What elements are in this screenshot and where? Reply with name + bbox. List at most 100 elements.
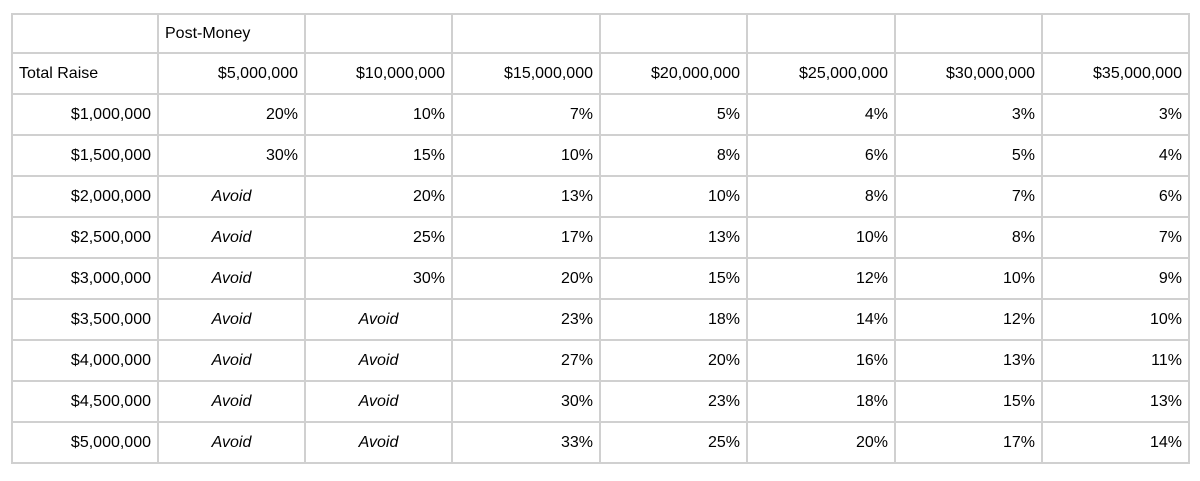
column-header-10m: $10,000,000 [304, 52, 453, 95]
table-cell: 23% [451, 298, 601, 341]
table-cell: 30% [304, 257, 453, 300]
table-cell: 14% [1041, 421, 1190, 464]
table-cell: 7% [451, 93, 601, 136]
empty-cell [1041, 13, 1190, 54]
table-cell: 12% [746, 257, 896, 300]
empty-cell [746, 13, 896, 54]
table-cell: 17% [451, 216, 601, 259]
table-cell: 8% [599, 134, 748, 177]
table-cell: 15% [304, 134, 453, 177]
row-label: $5,000,000 [11, 421, 159, 464]
table-cell: 33% [451, 421, 601, 464]
table-row: $3,500,000 Avoid Avoid 23% 18% 14% 12% 1… [11, 298, 1190, 341]
table-cell: 15% [894, 380, 1043, 423]
column-header-35m: $35,000,000 [1041, 52, 1190, 95]
table-row: $1,500,000 30% 15% 10% 8% 6% 5% 4% [11, 134, 1190, 177]
table-cell: 3% [1041, 93, 1190, 136]
row-label: $2,000,000 [11, 175, 159, 218]
empty-cell [451, 13, 601, 54]
table-cell: 10% [451, 134, 601, 177]
group-header-post-money: Post-Money [157, 13, 306, 54]
table-cell: 20% [451, 257, 601, 300]
table-cell: 12% [894, 298, 1043, 341]
post-money-dilution-grid: Post-Money Total Raise $5,000,000 $10,00… [11, 13, 1190, 464]
table-cell: 16% [746, 339, 896, 382]
table-row: $2,500,000 Avoid 25% 17% 13% 10% 8% 7% [11, 216, 1190, 259]
table-cell: 10% [746, 216, 896, 259]
table-cell: 30% [451, 380, 601, 423]
row-label: $3,500,000 [11, 298, 159, 341]
group-header-row: Post-Money [11, 13, 1190, 54]
table-cell: 13% [894, 339, 1043, 382]
table-row: $2,000,000 Avoid 20% 13% 10% 8% 7% 6% [11, 175, 1190, 218]
column-header-15m: $15,000,000 [451, 52, 601, 95]
table-cell: 13% [1041, 380, 1190, 423]
table-row: $3,000,000 Avoid 30% 20% 15% 12% 10% 9% [11, 257, 1190, 300]
table-cell: 5% [599, 93, 748, 136]
empty-cell [894, 13, 1043, 54]
table-cell: 18% [746, 380, 896, 423]
table-cell-avoid: Avoid [304, 380, 453, 423]
table-cell-avoid: Avoid [157, 175, 306, 218]
table-cell: 14% [746, 298, 896, 341]
row-label: $1,500,000 [11, 134, 159, 177]
table-cell: 17% [894, 421, 1043, 464]
empty-cell [304, 13, 453, 54]
table-cell: 9% [1041, 257, 1190, 300]
table-cell: 23% [599, 380, 748, 423]
row-label: $4,000,000 [11, 339, 159, 382]
table-cell-avoid: Avoid [157, 421, 306, 464]
row-label: $1,000,000 [11, 93, 159, 136]
table-cell: 13% [599, 216, 748, 259]
table-cell: 5% [894, 134, 1043, 177]
table-cell: 11% [1041, 339, 1190, 382]
table-cell: 10% [894, 257, 1043, 300]
table-cell: 13% [451, 175, 601, 218]
table-cell-avoid: Avoid [157, 298, 306, 341]
table-cell: 18% [599, 298, 748, 341]
table-cell-avoid: Avoid [304, 298, 453, 341]
table-cell: 20% [304, 175, 453, 218]
column-header-20m: $20,000,000 [599, 52, 748, 95]
row-label: $4,500,000 [11, 380, 159, 423]
table-cell: 15% [599, 257, 748, 300]
row-label: $3,000,000 [11, 257, 159, 300]
table-cell: 7% [894, 175, 1043, 218]
table-cell: 25% [304, 216, 453, 259]
table-row: $1,000,000 20% 10% 7% 5% 4% 3% 3% [11, 93, 1190, 136]
column-header-5m: $5,000,000 [157, 52, 306, 95]
table-cell-avoid: Avoid [157, 216, 306, 259]
table-cell: 4% [1041, 134, 1190, 177]
empty-cell [599, 13, 748, 54]
table-cell: 20% [157, 93, 306, 136]
row-label: $2,500,000 [11, 216, 159, 259]
table-cell: 8% [894, 216, 1043, 259]
table-cell: 8% [746, 175, 896, 218]
table-cell-avoid: Avoid [304, 421, 453, 464]
table-cell-avoid: Avoid [157, 339, 306, 382]
row-header-total-raise: Total Raise [11, 52, 159, 95]
table-cell: 20% [599, 339, 748, 382]
table-cell: 4% [746, 93, 896, 136]
table-cell: 30% [157, 134, 306, 177]
table-cell: 27% [451, 339, 601, 382]
dilution-table: Post-Money Total Raise $5,000,000 $10,00… [11, 13, 1190, 464]
corner-cell [11, 13, 159, 54]
table-cell: 25% [599, 421, 748, 464]
table-cell: 7% [1041, 216, 1190, 259]
table-cell: 10% [1041, 298, 1190, 341]
table-cell-avoid: Avoid [157, 257, 306, 300]
table-cell-avoid: Avoid [304, 339, 453, 382]
table-cell-avoid: Avoid [157, 380, 306, 423]
column-header-row: Total Raise $5,000,000 $10,000,000 $15,0… [11, 52, 1190, 95]
table-cell: 6% [1041, 175, 1190, 218]
table-cell: 20% [746, 421, 896, 464]
table-cell: 10% [304, 93, 453, 136]
table-cell: 6% [746, 134, 896, 177]
table-cell: 10% [599, 175, 748, 218]
column-header-30m: $30,000,000 [894, 52, 1043, 95]
column-header-25m: $25,000,000 [746, 52, 896, 95]
table-row: $4,000,000 Avoid Avoid 27% 20% 16% 13% 1… [11, 339, 1190, 382]
table-row: $5,000,000 Avoid Avoid 33% 25% 20% 17% 1… [11, 421, 1190, 464]
table-row: $4,500,000 Avoid Avoid 30% 23% 18% 15% 1… [11, 380, 1190, 423]
